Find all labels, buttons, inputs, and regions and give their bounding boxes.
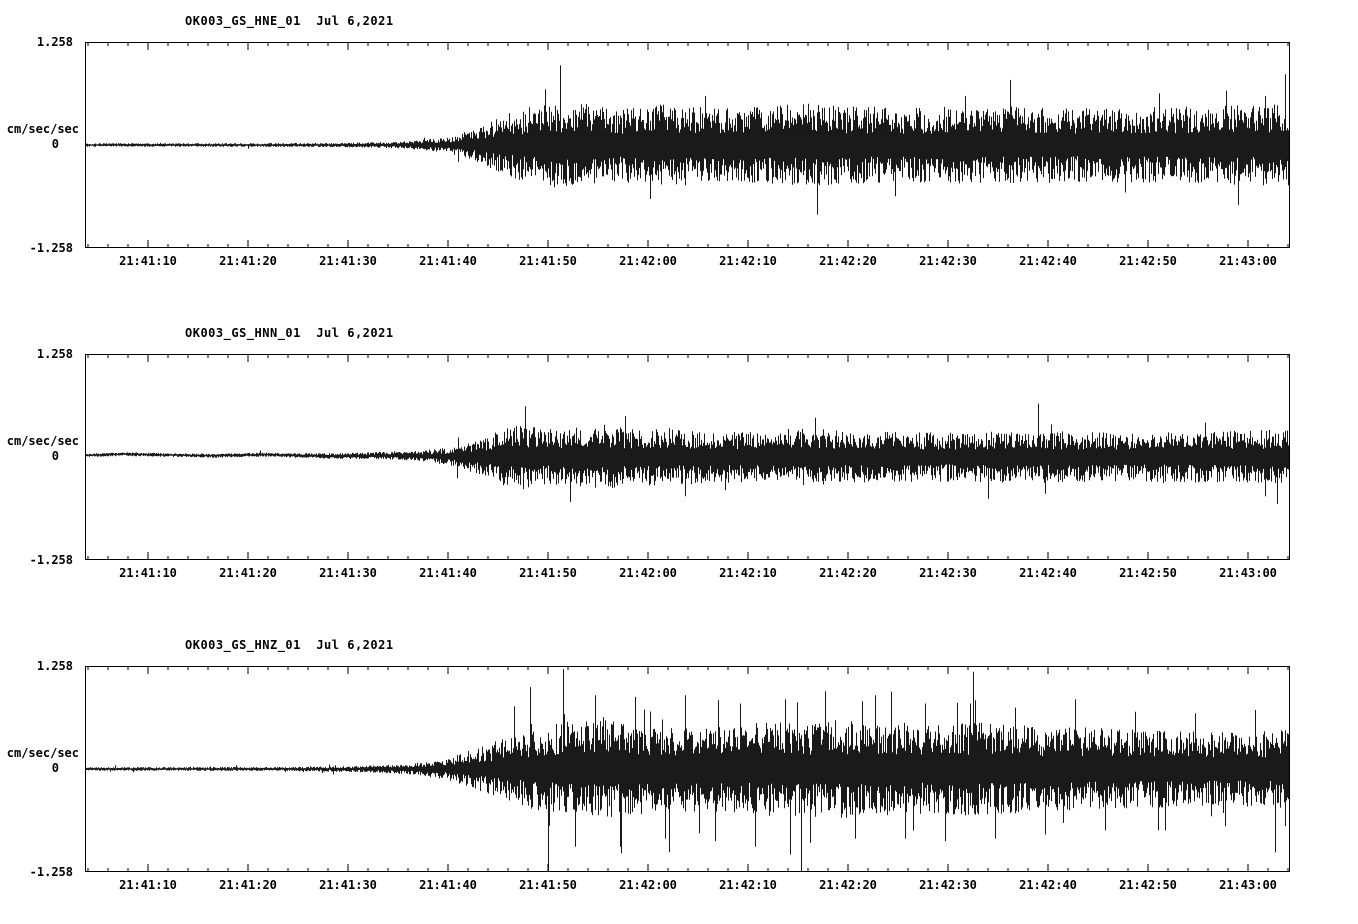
x-tick-label: 21:42:50	[1119, 566, 1177, 580]
x-tick-label: 21:42:10	[719, 254, 777, 268]
x-tick-label: 21:41:20	[219, 254, 277, 268]
x-tick-label: 21:42:40	[1019, 254, 1077, 268]
axis-tick-marks	[87, 354, 1289, 560]
x-tick-label: 21:42:30	[919, 878, 977, 892]
seismogram-panel: OK003_GS_HNZ_01 Jul 6,2021 1.258 cm/sec/…	[0, 624, 1358, 924]
panel-title: OK003_GS_HNN_01 Jul 6,2021	[185, 326, 394, 340]
x-tick-label: 21:42:50	[1119, 878, 1177, 892]
plot-row: 1.258 cm/sec/sec 0 -1.258	[0, 347, 1290, 567]
y-axis: 1.258 cm/sec/sec 0 -1.258	[0, 35, 85, 255]
axis-tick-marks	[87, 666, 1289, 872]
waveform-trace	[85, 403, 1290, 504]
waveform-plot	[85, 42, 1290, 248]
x-tick-label: 21:42:00	[619, 566, 677, 580]
y-tick-label-min: -1.258	[29, 865, 73, 879]
x-tick-label: 21:43:00	[1219, 254, 1277, 268]
x-tick-label: 21:41:30	[319, 254, 377, 268]
x-tick-label: 21:41:30	[319, 566, 377, 580]
y-tick-label-max: 1.258	[36, 659, 73, 673]
waveform-plot	[85, 354, 1290, 560]
waveform-svg	[85, 666, 1290, 872]
waveform-trace	[85, 65, 1290, 215]
y-tick-label-min: -1.258	[29, 241, 73, 255]
y-tick-label-zero: 0	[51, 137, 59, 151]
x-tick-label: 21:42:20	[819, 878, 877, 892]
x-tick-label: 21:43:00	[1219, 566, 1277, 580]
axis-tick-marks	[87, 42, 1289, 248]
x-tick-label: 21:41:10	[119, 566, 177, 580]
y-axis: 1.258 cm/sec/sec 0 -1.258	[0, 347, 85, 567]
x-tick-label: 21:41:20	[219, 566, 277, 580]
plot-row: 1.258 cm/sec/sec 0 -1.258	[0, 659, 1290, 879]
x-tick-label: 21:41:10	[119, 878, 177, 892]
x-tick-label: 21:42:40	[1019, 878, 1077, 892]
x-tick-label: 21:41:50	[519, 878, 577, 892]
x-tick-label: 21:41:10	[119, 254, 177, 268]
seismogram-panel: OK003_GS_HNE_01 Jul 6,2021 1.258 cm/sec/…	[0, 0, 1358, 312]
y-tick-label-max: 1.258	[36, 347, 73, 361]
x-tick-label: 21:41:30	[319, 878, 377, 892]
x-tick-label: 21:42:30	[919, 566, 977, 580]
x-tick-label: 21:41:40	[419, 254, 477, 268]
x-tick-label: 21:42:10	[719, 566, 777, 580]
plot-row: 1.258 cm/sec/sec 0 -1.258	[0, 35, 1290, 255]
x-tick-label: 21:41:20	[219, 878, 277, 892]
x-axis-labels: 21:41:10 21:41:20 21:41:30 21:41:40 21:41:50…	[85, 878, 1290, 896]
x-tick-label: 21:42:20	[819, 566, 877, 580]
x-tick-label: 21:41:40	[419, 878, 477, 892]
x-tick-label: 21:42:40	[1019, 566, 1077, 580]
waveform-plot	[85, 666, 1290, 872]
waveform-trace	[85, 669, 1290, 872]
x-tick-label: 21:41:50	[519, 566, 577, 580]
x-tick-label: 21:42:00	[619, 254, 677, 268]
x-tick-label: 21:42:10	[719, 878, 777, 892]
y-tick-label-min: -1.258	[29, 553, 73, 567]
x-tick-label: 21:43:00	[1219, 878, 1277, 892]
x-tick-label: 21:42:00	[619, 878, 677, 892]
y-axis-unit-label: cm/sec/sec	[6, 434, 79, 448]
x-axis-labels: 21:41:10 21:41:20 21:41:30 21:41:40 21:41:50…	[85, 566, 1290, 584]
y-axis-unit-label: cm/sec/sec	[6, 122, 79, 136]
x-tick-label: 21:41:50	[519, 254, 577, 268]
x-tick-label: 21:42:20	[819, 254, 877, 268]
y-axis: 1.258 cm/sec/sec 0 -1.258	[0, 659, 85, 879]
x-tick-label: 21:41:40	[419, 566, 477, 580]
x-axis-labels: 21:41:10 21:41:20 21:41:30 21:41:40 21:41:50…	[85, 254, 1290, 272]
waveform-svg	[85, 42, 1290, 248]
panel-title: OK003_GS_HNZ_01 Jul 6,2021	[185, 638, 394, 652]
y-tick-label-zero: 0	[51, 761, 59, 775]
waveform-svg	[85, 354, 1290, 560]
y-tick-label-max: 1.258	[36, 35, 73, 49]
x-tick-label: 21:42:30	[919, 254, 977, 268]
y-tick-label-zero: 0	[51, 449, 59, 463]
y-axis-unit-label: cm/sec/sec	[6, 746, 79, 760]
x-tick-label: 21:42:50	[1119, 254, 1177, 268]
seismogram-panel: OK003_GS_HNN_01 Jul 6,2021 1.258 cm/sec/…	[0, 312, 1358, 624]
panel-title: OK003_GS_HNE_01 Jul 6,2021	[185, 14, 394, 28]
